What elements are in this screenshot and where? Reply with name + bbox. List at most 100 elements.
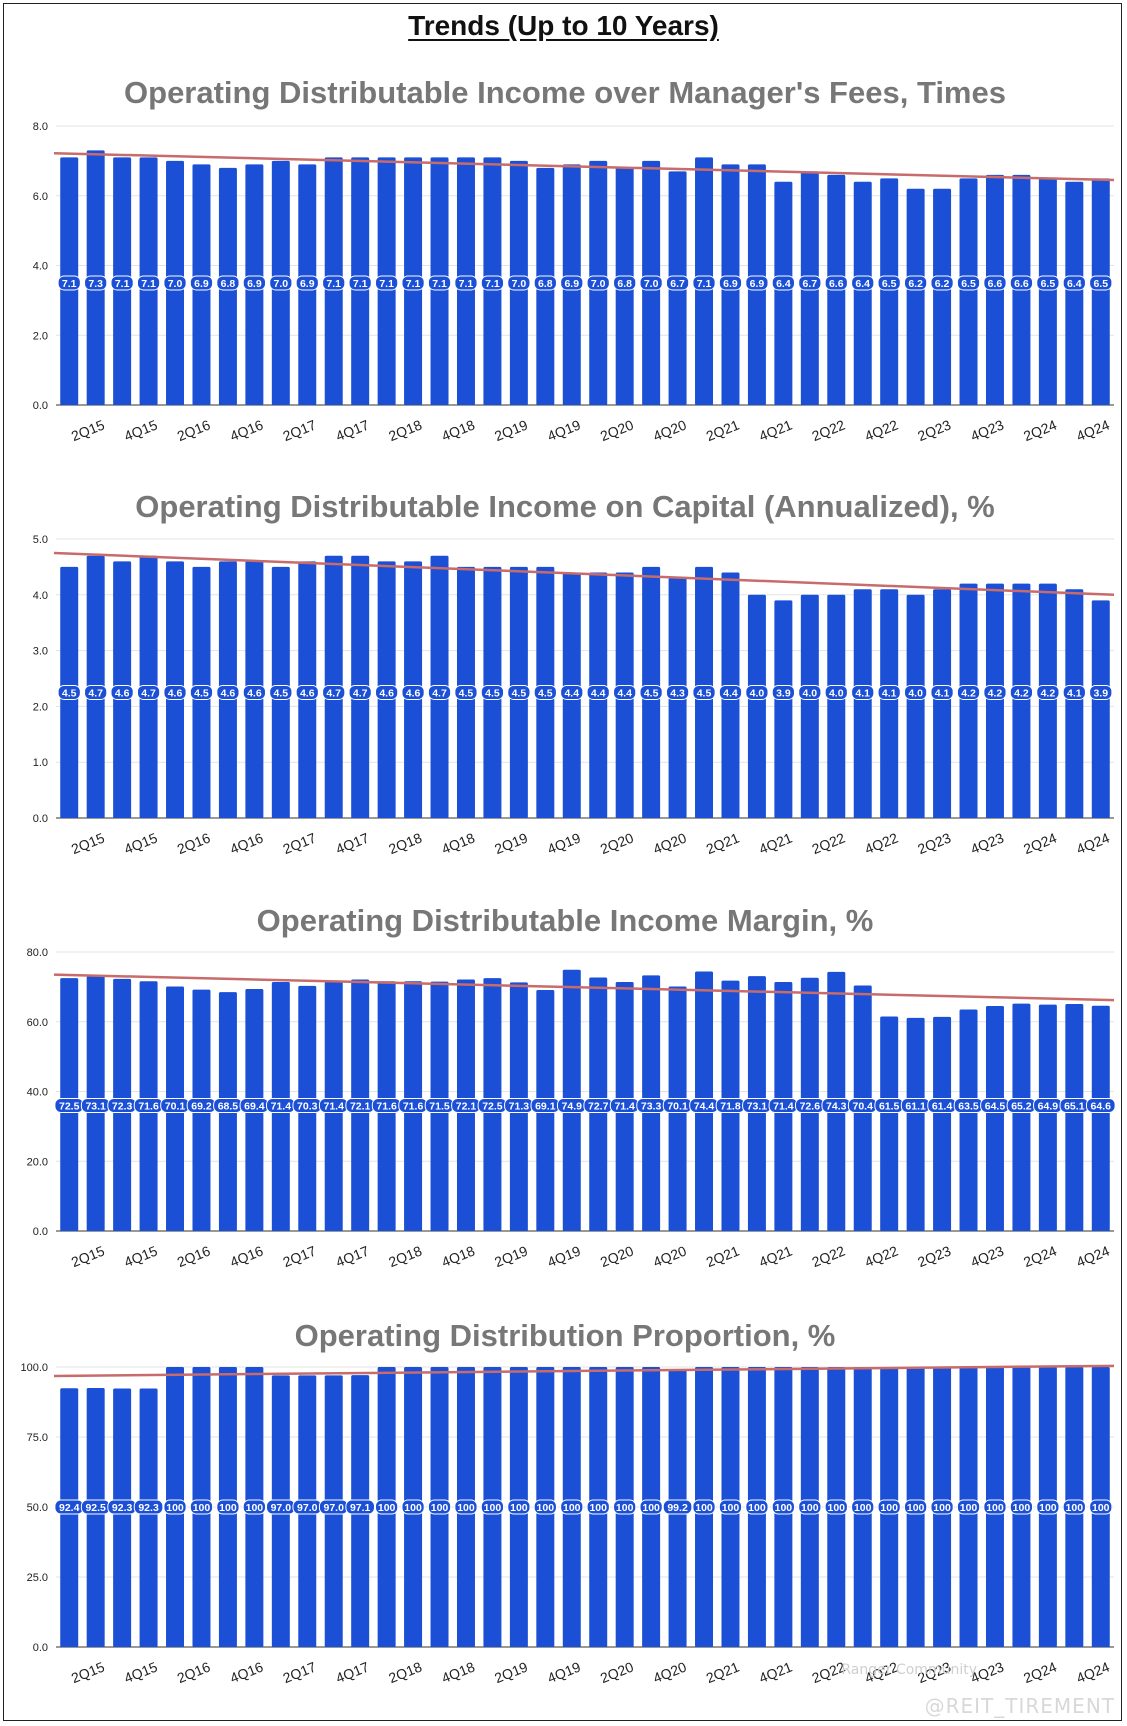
data-label: 7.0: [644, 278, 659, 290]
bar: [959, 583, 978, 818]
data-label: 7.1: [326, 278, 341, 290]
data-label: 4.7: [326, 687, 341, 699]
data-label: 100: [510, 1502, 528, 1514]
data-label-bg: [745, 275, 769, 291]
data-label: 69.1: [535, 1100, 556, 1112]
data-label-bg: [348, 275, 372, 291]
x-tick-label: 2Q18: [386, 829, 424, 857]
data-label: 71.6: [403, 1100, 424, 1112]
x-tick-label: 4Q16: [228, 829, 266, 857]
data-label-bg: [1036, 684, 1060, 700]
data-label: 100: [986, 1502, 1004, 1514]
data-label: 64.9: [1038, 1100, 1059, 1112]
x-tick-label: 4Q19: [545, 416, 583, 444]
x-tick-label: 4Q18: [439, 1658, 477, 1686]
data-label: 4.1: [935, 687, 950, 699]
y-tick-label: 0.0: [33, 400, 48, 412]
x-tick-label: 2Q17: [281, 1242, 319, 1270]
y-tick-label: 50.0: [27, 1502, 48, 1514]
data-label: 3.9: [776, 687, 791, 699]
data-label-bg: [84, 684, 108, 700]
data-label: 4.6: [168, 687, 183, 699]
data-label: 70.3: [297, 1100, 318, 1112]
x-tick-label: 2Q22: [810, 829, 848, 857]
x-tick-label: 2Q18: [386, 416, 424, 444]
data-label-bg: [665, 684, 690, 700]
data-label-bg: [956, 275, 981, 291]
x-tick-label: 4Q15: [122, 829, 160, 857]
data-label: 92.4: [59, 1502, 80, 1514]
data-label: 65.2: [1011, 1100, 1032, 1112]
x-tick-label: 4Q24: [1074, 1242, 1112, 1270]
x-tick-label: 4Q18: [439, 829, 477, 857]
data-label-bg: [1009, 1499, 1034, 1515]
bar: [1065, 181, 1084, 405]
y-tick-label: 20.0: [27, 1156, 48, 1168]
page-title-text: Trends (Up to 10 Years): [408, 10, 719, 41]
data-label-bg: [136, 684, 161, 700]
data-label-bg: [877, 275, 901, 291]
data-label: 6.5: [882, 278, 897, 290]
data-label: 71.8: [720, 1100, 741, 1112]
bar: [1065, 589, 1084, 818]
data-label: 100: [1066, 1502, 1084, 1514]
data-label: 4.7: [141, 687, 156, 699]
data-label: 7.1: [115, 278, 130, 290]
chart-odi-margin: Operating Distributable Income Margin, %…: [27, 903, 1116, 1270]
data-label: 7.1: [353, 278, 368, 290]
bar: [774, 181, 793, 405]
data-label: 7.1: [485, 278, 500, 290]
data-label: 4.7: [88, 687, 103, 699]
data-label-bg: [454, 1499, 478, 1515]
data-label: 7.1: [379, 278, 394, 290]
x-tick-label: 2Q20: [598, 829, 636, 857]
data-label: 6.2: [908, 278, 923, 290]
data-label: 4.4: [591, 687, 606, 699]
data-label: 4.5: [62, 687, 77, 699]
chart-title: Operating Distribution Proportion, %: [295, 1318, 836, 1353]
data-label-bg: [454, 275, 478, 291]
x-tick-label: 2Q24: [1021, 416, 1059, 444]
watermark-faint: Ranger Community: [841, 1662, 977, 1678]
x-tick-label: 4Q23: [968, 416, 1006, 444]
y-tick-label: 0.0: [33, 1226, 48, 1238]
data-label: 100: [484, 1502, 502, 1514]
data-label-bg: [375, 1499, 399, 1515]
data-label: 4.0: [829, 687, 844, 699]
data-label: 100: [775, 1502, 793, 1514]
y-tick-label: 5.0: [33, 534, 48, 546]
data-label-bg: [295, 684, 319, 700]
y-tick-label: 80.0: [27, 947, 48, 959]
data-label-bg: [1089, 1499, 1113, 1515]
x-tick-label: 4Q16: [228, 1242, 266, 1270]
data-label-bg: [480, 275, 505, 291]
data-label: 4.3: [670, 687, 685, 699]
data-label: 70.1: [667, 1100, 688, 1112]
data-label-bg: [401, 684, 425, 700]
data-label-bg: [798, 684, 822, 700]
data-label: 6.9: [750, 278, 765, 290]
data-label: 97.0: [271, 1502, 292, 1514]
data-label: 4.5: [512, 687, 527, 699]
data-label-bg: [480, 684, 505, 700]
data-label: 71.4: [271, 1100, 292, 1112]
watermark-handle: @REIT_TIREMENT: [924, 1694, 1115, 1718]
x-tick-label: 2Q16: [175, 416, 213, 444]
data-label: 4.4: [617, 687, 632, 699]
data-label: 100: [828, 1502, 846, 1514]
data-label: 6.7: [670, 278, 685, 290]
x-tick-label: 2Q20: [598, 1242, 636, 1270]
data-label-bg: [427, 1499, 452, 1515]
data-label-bg: [956, 684, 981, 700]
x-tick-label: 4Q21: [757, 1242, 795, 1270]
data-label-bg: [560, 275, 584, 291]
data-label-bg: [771, 275, 795, 291]
x-tick-label: 2Q15: [69, 1242, 107, 1270]
data-label: 4.0: [750, 687, 765, 699]
data-label: 71.6: [376, 1100, 397, 1112]
data-label: 100: [1092, 1502, 1110, 1514]
data-label-bg: [242, 1499, 266, 1515]
data-label: 100: [193, 1502, 211, 1514]
data-label-bg: [480, 1499, 505, 1515]
data-label-bg: [163, 684, 187, 700]
